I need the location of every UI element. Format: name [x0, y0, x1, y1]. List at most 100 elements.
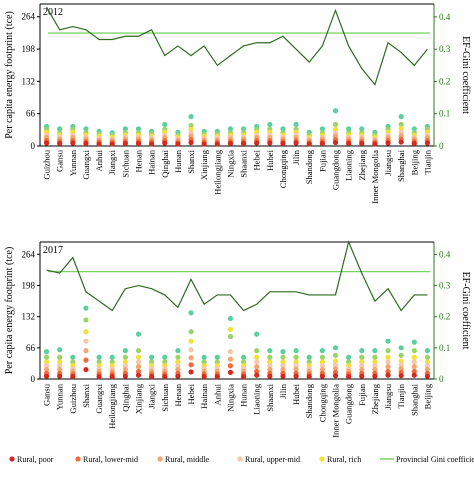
point-urban-high: [319, 126, 325, 132]
y2-tick-label: 0.1: [439, 343, 450, 353]
point-rural-middle: [175, 366, 181, 373]
point-urban-low: [43, 354, 50, 360]
point-urban-low: [70, 359, 76, 365]
point-rural-poor: [70, 140, 76, 146]
chart-panel-2012: 0 66 132 198 264 0 0.1 0.2 0.3 0.4 Per capita ener…: [4, 3, 471, 204]
point-rural-middle: [135, 364, 142, 370]
point-urban-low: [188, 329, 194, 335]
point-rural-rich: [267, 359, 273, 365]
legend-marker: [9, 456, 15, 462]
point-rural-rich: [424, 359, 431, 365]
point-rural-rich: [135, 354, 142, 360]
point-rural-poor: [240, 374, 247, 380]
x-tick-label: Sichuan: [160, 383, 170, 411]
point-rural-upper-mid: [280, 363, 286, 369]
point-urban-high: [122, 126, 128, 132]
point-urban-low: [96, 359, 102, 365]
point-urban-low: [398, 121, 404, 128]
point-rural-poor: [188, 139, 194, 146]
x-tick-label: Hebei: [186, 383, 196, 404]
y-tick-label: 198: [22, 280, 36, 290]
point-rural-poor: [175, 373, 181, 379]
point-urban-high: [122, 348, 128, 354]
point-urban-high: [398, 114, 404, 120]
point-urban-high: [57, 347, 63, 353]
point-rural-poor: [254, 372, 260, 378]
point-urban-low: [332, 121, 339, 128]
point-urban-low: [385, 348, 391, 354]
point-rural-poor: [372, 373, 378, 379]
y-tick-label: 132: [22, 76, 36, 86]
x-tick-label: Fujian: [357, 383, 367, 406]
legend-label: Rural, upper-mid: [245, 455, 300, 464]
point-urban-high: [398, 345, 404, 351]
x-tick-label: Beijing: [422, 383, 432, 409]
point-rural-upper-mid: [359, 363, 365, 369]
point-rural-rich: [83, 329, 89, 335]
legend-label: Rural, poor: [17, 455, 54, 464]
point-rural-poor: [332, 139, 339, 146]
y-axis-title: Per capita energy footprint (tce): [4, 11, 15, 139]
point-urban-high: [240, 354, 247, 360]
chart-panel-2017: 0 66 132 198 264 0 0.1 0.2 0.3 0.4 Per capita ener…: [4, 240, 471, 438]
point-urban-low: [293, 354, 299, 360]
x-tick-label: Hainan: [199, 383, 209, 409]
point-rural-rich: [332, 126, 339, 132]
point-rural-poor: [424, 140, 431, 146]
point-rural-rich: [188, 338, 194, 344]
x-tick-label: Jiangsu: [383, 149, 393, 175]
x-tick-label: Zhejiang: [370, 383, 380, 414]
point-rural-rich: [411, 354, 417, 360]
point-rural-poor: [319, 373, 325, 379]
x-tick-label: Zhejiang: [357, 149, 367, 180]
x-tick-label: Shandong: [304, 383, 314, 418]
x-tick-label: Hubei: [265, 149, 275, 171]
point-rural-rich: [122, 359, 128, 365]
point-rural-upper-mid: [57, 363, 63, 369]
y2-axis-title: EF-Gini coefficient: [460, 272, 471, 350]
point-rural-lower-mid: [135, 368, 142, 375]
point-urban-low: [227, 333, 234, 340]
point-urban-low: [267, 354, 273, 360]
point-rural-rich: [227, 326, 234, 332]
point-rural-poor: [214, 141, 220, 147]
point-rural-poor: [122, 140, 128, 147]
point-rural-poor: [319, 140, 325, 147]
point-rural-poor: [267, 373, 273, 379]
x-tick-label: Qinghai: [120, 383, 130, 411]
point-rural-poor: [96, 374, 102, 380]
point-rural-upper-mid: [424, 363, 431, 369]
x-tick-label: Gansu: [42, 383, 52, 406]
point-rural-middle: [385, 364, 391, 370]
legend-label: Rural, rich: [327, 455, 361, 464]
point-rural-poor: [70, 374, 76, 380]
point-rural-poor: [411, 140, 417, 147]
point-rural-poor: [83, 140, 89, 147]
point-urban-low: [109, 359, 115, 365]
x-tick-label: Ningxia: [225, 384, 235, 412]
point-rural-upper-mid: [188, 347, 194, 353]
x-tick-label: Hunan: [173, 149, 183, 173]
x-tick-label: Guangxi: [94, 383, 104, 413]
x-tick-label: Guizhou: [68, 383, 78, 413]
x-tick-label: Jilin: [278, 383, 288, 399]
x-tick-label: Heilongjiang: [107, 383, 117, 429]
point-rural-middle: [424, 366, 431, 373]
point-rural-upper-mid: [122, 363, 128, 369]
point-urban-high: [201, 354, 207, 360]
point-rural-poor: [201, 374, 207, 380]
point-urban-high: [43, 349, 50, 355]
point-rural-poor: [96, 141, 102, 147]
point-urban-high: [332, 108, 339, 114]
point-rural-upper-mid: [319, 363, 325, 369]
point-urban-low: [359, 354, 365, 360]
point-rural-poor: [240, 140, 247, 147]
point-urban-low: [332, 352, 339, 358]
point-rural-poor: [293, 140, 299, 146]
x-tick-label: Shanghai: [409, 383, 419, 416]
point-urban-high: [83, 126, 89, 132]
x-tick-label: Qinghai: [160, 149, 170, 177]
point-urban-high: [240, 126, 247, 132]
y2-axis-title: EF-Gini coefficient: [460, 36, 471, 114]
